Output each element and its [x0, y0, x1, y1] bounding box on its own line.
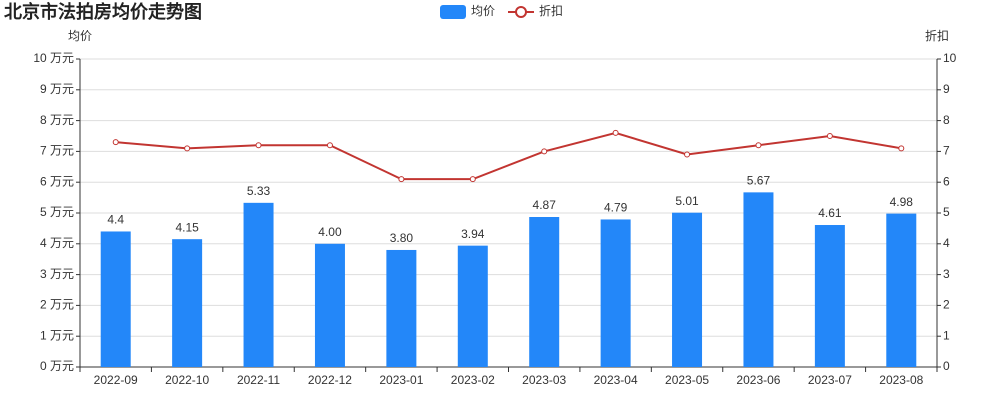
y-tick-label: 6 万元	[40, 174, 74, 188]
y2-tick-label: 2	[943, 298, 950, 312]
chart-title: 北京市法拍房均价走势图	[4, 1, 202, 22]
y-tick-label: 2 万元	[40, 298, 74, 312]
data-label: 4.61	[818, 206, 842, 220]
y2-axis-label: 折扣	[925, 28, 949, 43]
y-axis-label: 均价	[68, 29, 92, 43]
y-tick-label: 8 万元	[40, 113, 74, 127]
data-label: 4.15	[175, 220, 199, 234]
y2-tick-label: 1	[943, 328, 950, 342]
bar	[100, 231, 131, 367]
x-tick-label: 2023-03	[522, 373, 566, 387]
x-tick-label: 2023-07	[808, 373, 852, 387]
data-label: 3.94	[461, 227, 485, 241]
line-point	[469, 176, 476, 183]
legend-swatch	[515, 6, 527, 18]
data-label: 5.33	[247, 184, 271, 198]
x-tick-label: 2023-05	[665, 373, 709, 387]
line-point	[755, 142, 762, 149]
y-tick-label: 9 万元	[40, 82, 74, 96]
bar	[243, 202, 274, 367]
y2-tick-label: 5	[943, 205, 950, 219]
bar	[672, 212, 703, 367]
x-tick-label: 2022-10	[165, 373, 209, 387]
legend-label: 均价	[471, 4, 495, 18]
x-tick-label: 2023-01	[379, 373, 423, 387]
data-label: 4.4	[107, 213, 124, 227]
data-label: 4.98	[890, 195, 914, 209]
y-tick-label: 10 万元	[33, 51, 74, 65]
bar	[600, 219, 631, 367]
legend-swatch	[440, 5, 466, 19]
bar	[386, 249, 417, 367]
line-point	[326, 142, 333, 149]
data-label: 4.87	[533, 198, 557, 212]
y2-tick-label: 7	[943, 144, 950, 158]
bar	[743, 192, 774, 367]
line-point	[184, 145, 191, 152]
y2-tick-label: 8	[943, 113, 950, 127]
bar	[172, 239, 203, 367]
line-point	[398, 176, 405, 183]
x-tick-label: 2023-06	[736, 373, 780, 387]
bar	[457, 245, 488, 367]
bar	[314, 243, 345, 367]
y-tick-label: 7 万元	[40, 144, 74, 158]
y-tick-label: 1 万元	[40, 328, 74, 342]
x-tick-label: 2023-04	[594, 373, 638, 387]
line-point	[826, 133, 833, 139]
x-tick-label: 2022-12	[308, 373, 352, 387]
x-tick-label: 2023-08	[879, 373, 923, 387]
y2-tick-label: 9	[943, 82, 950, 96]
y-tick-label: 3 万元	[40, 267, 74, 281]
line-point	[112, 139, 119, 146]
y-tick-label: 5 万元	[40, 205, 74, 219]
y2-tick-label: 4	[943, 236, 950, 250]
y2-tick-label: 3	[943, 267, 950, 281]
y-tick-label: 0 万元	[40, 359, 74, 373]
line-point	[255, 142, 262, 149]
data-label: 5.67	[747, 174, 771, 188]
line-point	[898, 145, 905, 152]
line-point	[684, 151, 691, 158]
data-label: 4.00	[318, 225, 342, 239]
bar	[529, 217, 560, 367]
y2-tick-label: 6	[943, 174, 950, 188]
y2-tick-label: 0	[943, 359, 950, 373]
x-tick-label: 2022-11	[237, 373, 280, 387]
bar	[814, 225, 845, 367]
x-tick-label: 2023-02	[451, 373, 495, 387]
bar	[886, 213, 917, 367]
data-label: 5.01	[675, 194, 699, 208]
x-tick-label: 2022-09	[94, 373, 138, 387]
line-point	[612, 129, 619, 136]
y-tick-label: 4 万元	[40, 236, 74, 250]
line-point	[541, 148, 548, 155]
legend-label: 折扣	[539, 3, 563, 18]
line	[115, 131, 902, 181]
data-label: 4.79	[604, 201, 628, 215]
y2-tick-label: 10	[943, 51, 957, 65]
data-label: 3.80	[390, 231, 414, 245]
